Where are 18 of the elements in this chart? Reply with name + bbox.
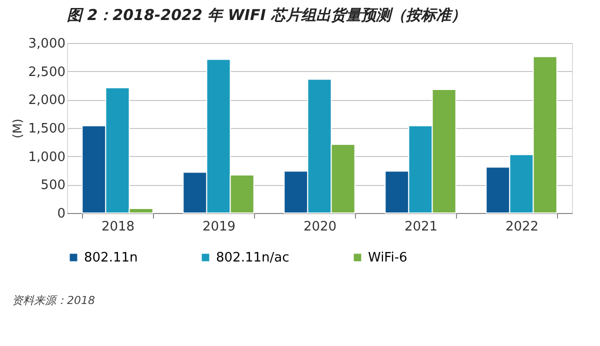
x-tick-label: 2022 <box>505 220 539 234</box>
text: 资料来源：2018 <box>12 294 95 307</box>
y-tick-label: 500 <box>40 178 66 194</box>
chart-title: 图 2：2018-2022 年 WIFI 芯片组出货量预测（按标准） <box>67 6 466 24</box>
y-tick-label: 2,500 <box>28 64 66 80</box>
x-tick-label: 2018 <box>101 220 135 234</box>
y-tick-label: 3,000 <box>28 36 66 52</box>
legend-label: 802.11n/ac <box>216 250 290 266</box>
y-axis-title: (M) <box>10 118 24 138</box>
legend-label: 802.11n <box>84 250 138 266</box>
y-tick-label: 2,000 <box>28 93 66 108</box>
y-tick-label: 1,000 <box>28 150 66 165</box>
x-tick-label: 2020 <box>303 220 337 234</box>
y-tick-label: 1,500 <box>28 122 66 136</box>
x-tick-label: 2021 <box>404 220 438 234</box>
x-tick-label: 2019 <box>202 220 236 234</box>
legend-label: WiFi-6 <box>368 250 408 266</box>
y-tick-label: 0 <box>57 206 66 222</box>
